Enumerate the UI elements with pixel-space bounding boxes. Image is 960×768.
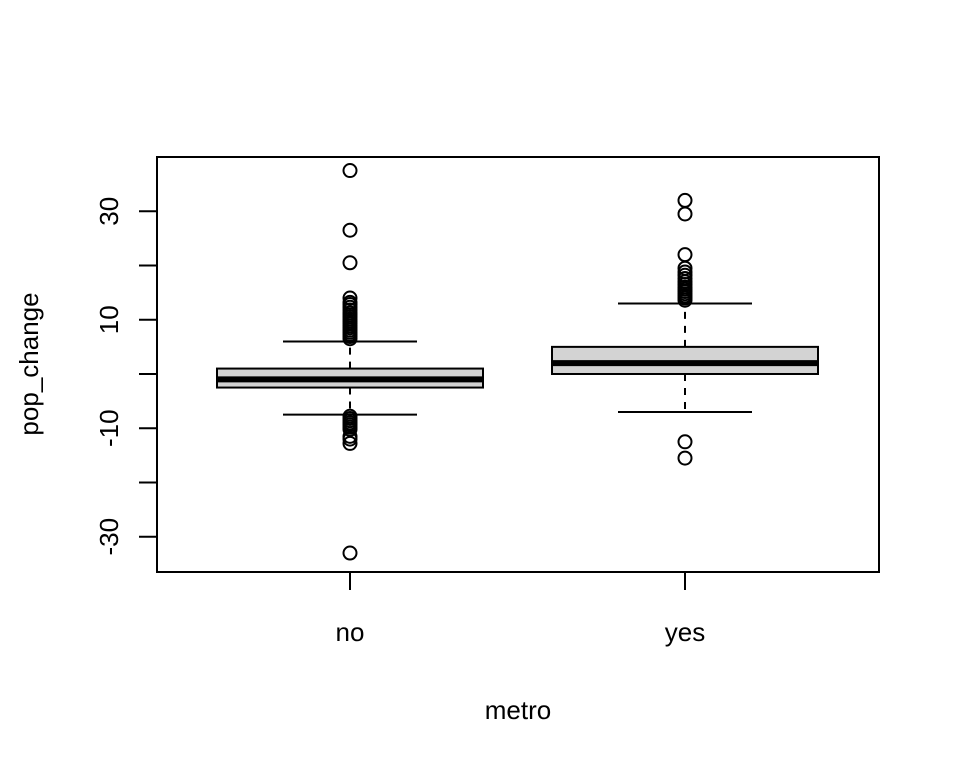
outlier-point xyxy=(342,545,358,561)
y-tick-label: 10 xyxy=(94,305,124,334)
y-axis-title: pop_change xyxy=(14,292,44,435)
outlier-point xyxy=(342,163,358,179)
outlier-point xyxy=(677,434,693,450)
x-axis-title: metro xyxy=(485,695,551,725)
box-no xyxy=(216,163,484,561)
outlier-point xyxy=(677,206,693,222)
outlier-point xyxy=(342,222,358,238)
outlier-point xyxy=(342,290,358,306)
y-tick-label: -10 xyxy=(94,409,124,447)
x-axis: no yes xyxy=(336,572,705,647)
y-tick-label: 30 xyxy=(94,197,124,226)
outlier-point xyxy=(677,292,693,308)
x-tick-label: no xyxy=(336,617,365,647)
boxes-layer xyxy=(216,163,819,561)
box-yes xyxy=(551,192,819,466)
outlier-point xyxy=(342,431,358,447)
outlier-point xyxy=(342,435,358,451)
x-tick-label: yes xyxy=(665,617,705,647)
outlier-point xyxy=(677,450,693,466)
outlier-point xyxy=(342,421,358,437)
y-axis: -30 -10 10 30 xyxy=(94,197,157,556)
outlier-point xyxy=(677,192,693,208)
y-tick-label: -30 xyxy=(94,518,124,556)
outlier-point xyxy=(677,247,693,263)
plot-frame xyxy=(156,156,880,573)
outlier-point xyxy=(342,255,358,271)
outlier-point xyxy=(342,331,358,347)
